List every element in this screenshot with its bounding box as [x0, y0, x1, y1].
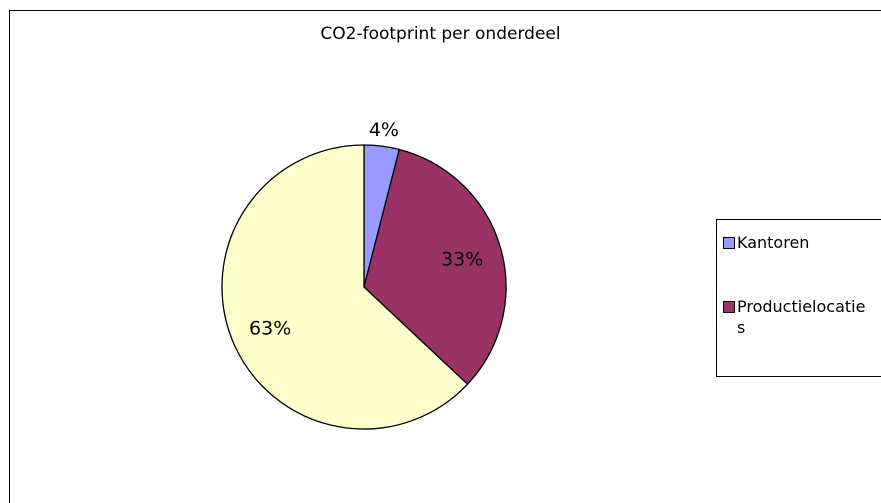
chart-title: CO2-footprint per onderdeel — [320, 24, 561, 44]
legend-item-kantoren: Kantoren — [723, 232, 872, 253]
pie-slice-overig — [221, 144, 469, 430]
data-label-productielocaties: 33% — [441, 248, 483, 270]
legend-swatch-kantoren — [723, 237, 735, 249]
legend-swatch-productielocaties — [723, 301, 735, 313]
pie-slice-productielocaties — [363, 148, 507, 386]
legend: Kantoren Productielocaties — [716, 219, 881, 377]
data-label-kantoren: 4% — [369, 119, 399, 141]
legend-label-kantoren: Kantoren — [737, 233, 810, 252]
data-label-overig: 63% — [249, 318, 291, 340]
legend-item-productielocaties: Productielocaties — [723, 296, 872, 338]
legend-label-productielocaties: Productielocaties — [737, 297, 866, 337]
